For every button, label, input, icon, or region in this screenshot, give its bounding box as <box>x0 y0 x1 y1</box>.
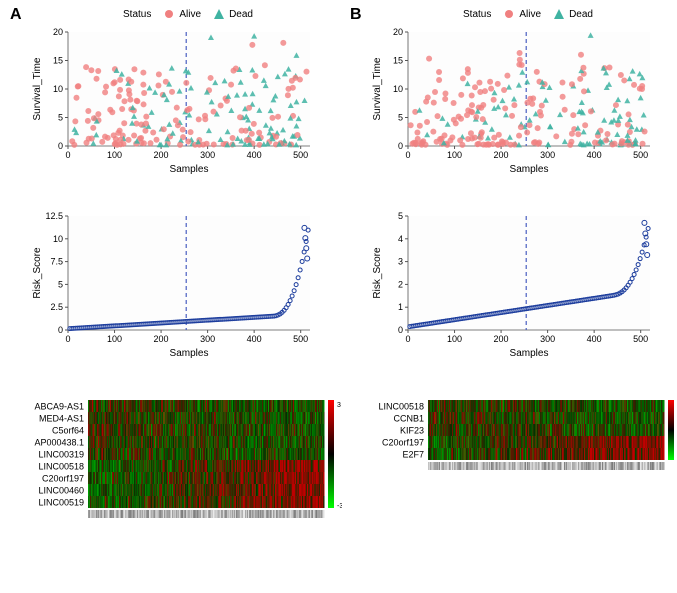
panel-label-a: A <box>10 6 22 24</box>
heatmap-row-label: ABCA9-AS1 <box>34 402 84 412</box>
heatmap-row-label: CCNB1 <box>393 414 424 424</box>
svg-text:7.5: 7.5 <box>50 257 63 267</box>
heatmap-row-label: LINC00319 <box>38 450 84 460</box>
legend-title: Status <box>463 9 491 20</box>
svg-text:5: 5 <box>58 279 63 289</box>
svg-text:Survival_Time: Survival_Time <box>32 57 43 120</box>
heatmap-a: ABCA9-AS1 MED4-AS1 C5orf64 AP000438.1 LINC00… <box>26 400 342 530</box>
svg-text:Risk_Score: Risk_Score <box>32 247 43 299</box>
svg-text:10: 10 <box>53 234 63 244</box>
legend-item: Alive <box>503 8 541 20</box>
svg-text:300: 300 <box>200 150 215 160</box>
scatter-a: 0 100 200 300 400 500 0 5 10 15 20 Samples Survival_… <box>28 28 328 188</box>
svg-text:200: 200 <box>154 150 169 160</box>
svg-text:300: 300 <box>200 334 215 344</box>
svg-text:200: 200 <box>154 334 169 344</box>
heatmap-row-label: C5orf64 <box>52 426 84 436</box>
risk-a: 0 100 200 300 400 500 0 2.5 5 7.5 10 12.5 Samples Ris… <box>28 212 328 372</box>
svg-text:100: 100 <box>107 150 122 160</box>
heatmap-row-label: C20orf197 <box>382 438 424 448</box>
legend-title: Status <box>123 9 151 20</box>
heatmap-b: LINC00518CCNB1KIF23C20orf197E2F73-3 <box>366 400 677 482</box>
legend-item: Dead <box>213 8 253 20</box>
svg-text:0: 0 <box>65 150 70 160</box>
svg-text:100: 100 <box>107 334 122 344</box>
heatmap-row-label: LINC00518 <box>378 402 424 412</box>
scatter-b: 010020030040050005101520SamplesSurvival_… <box>368 28 668 188</box>
svg-text:400: 400 <box>247 150 262 160</box>
svg-text:400: 400 <box>247 334 262 344</box>
heatmap-row-label: MED4-AS1 <box>39 414 84 424</box>
legend-item: Dead <box>553 8 593 20</box>
svg-text:0: 0 <box>65 334 70 344</box>
heatmap-row-label: KIF23 <box>400 426 424 436</box>
heatmap-row-label: LINC00460 <box>38 486 84 496</box>
heatmap-row-label: LINC00518 <box>38 462 84 472</box>
svg-text:20: 20 <box>53 28 63 37</box>
svg-text:12.5: 12.5 <box>45 212 63 221</box>
svg-text:Samples: Samples <box>170 348 209 359</box>
heatmap-row-label: E2F7 <box>402 450 424 460</box>
svg-text:500: 500 <box>293 150 308 160</box>
panel-label-b: B <box>350 6 362 24</box>
svg-text:2.5: 2.5 <box>50 302 63 312</box>
heatmap-row-label: AP000438.1 <box>34 438 84 448</box>
svg-text:15: 15 <box>53 56 63 66</box>
risk-b: 0100200300400500012345SamplesRisk_Score <box>368 212 668 372</box>
svg-text:5: 5 <box>58 113 63 123</box>
legend-item: Alive <box>163 8 201 20</box>
svg-text:0: 0 <box>58 325 63 335</box>
heatmap-row-label: LINC00519 <box>38 498 84 508</box>
legend-b: Status Alive Dead <box>428 8 628 20</box>
legend-a: Status Alive Dead <box>88 8 288 20</box>
heatmap-row-label: C20orf197 <box>42 474 84 484</box>
svg-text:500: 500 <box>293 334 308 344</box>
svg-text:Samples: Samples <box>170 164 209 175</box>
svg-text:0: 0 <box>58 141 63 151</box>
svg-text:10: 10 <box>53 84 63 94</box>
